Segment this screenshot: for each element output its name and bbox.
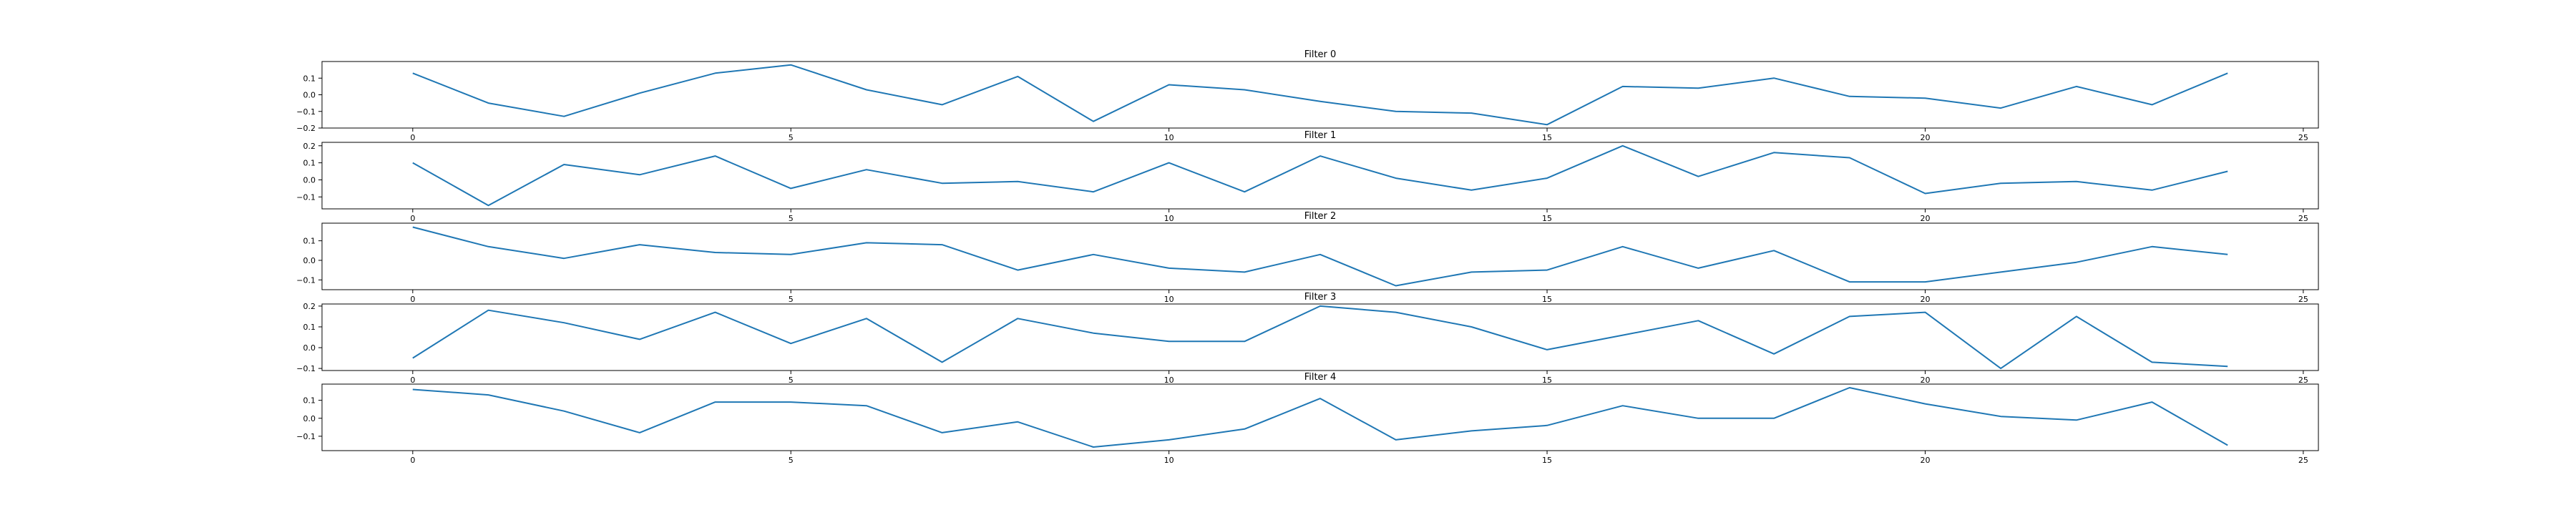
x-tick-label: 5 [789, 133, 794, 142]
x-tick-label: 20 [1920, 456, 1930, 465]
y-tick-label: −0.1 [296, 364, 316, 373]
x-tick-label: 15 [1542, 133, 1552, 142]
x-tick-label: 25 [2298, 295, 2308, 304]
subplot-title: Filter 4 [1304, 372, 1337, 383]
x-tick-label: 5 [789, 456, 794, 465]
x-tick-label: 25 [2298, 376, 2308, 385]
x-tick-label: 0 [410, 295, 415, 304]
axes-frame [321, 222, 2319, 290]
x-tick-label: 10 [1164, 214, 1174, 223]
y-tick-label: 0.0 [303, 256, 316, 265]
axes-frame [321, 61, 2319, 129]
x-tick-label: 10 [1164, 295, 1174, 304]
y-tick-label: 0.0 [303, 414, 316, 423]
y-tick-label: −0.1 [296, 107, 316, 117]
y-tick-label: −0.1 [296, 432, 316, 441]
x-tick-label: 0 [410, 456, 415, 465]
y-tick-label: −0.1 [296, 192, 316, 202]
x-tick-label: 10 [1164, 133, 1174, 142]
x-tick-label: 0 [410, 214, 415, 223]
x-tick-label: 25 [2298, 133, 2308, 142]
x-tick-label: 5 [789, 376, 794, 385]
x-tick-label: 15 [1542, 295, 1552, 304]
y-tick-label: 0.1 [303, 74, 316, 83]
axes-frame [321, 142, 2319, 210]
y-tick-label: 0.0 [303, 175, 316, 185]
axes-frame [321, 383, 2319, 451]
subplot-3: Filter 3 0 5 10 15 20 25 −0.1 0.0 0.1 0.2 [296, 292, 2319, 385]
y-tick-label: 0.1 [303, 323, 316, 332]
x-tick-label: 10 [1164, 376, 1174, 385]
subplot-0: Filter 0 0 5 10 15 20 25 −0.2 −0.1 0.0 0.1 [296, 49, 2319, 142]
x-tick-label: 20 [1920, 214, 1930, 223]
y-tick-label: 0.0 [303, 343, 316, 353]
subplot-title: Filter 2 [1304, 211, 1337, 222]
x-tick-label: 10 [1164, 456, 1174, 465]
y-tick-label: 0.0 [303, 91, 316, 100]
y-tick-label: −0.2 [296, 124, 316, 133]
y-tick-label: −0.1 [296, 275, 316, 285]
x-tick-label: 15 [1542, 376, 1552, 385]
x-tick-label: 20 [1920, 133, 1930, 142]
x-tick-label: 15 [1542, 214, 1552, 223]
series-line [412, 144, 2228, 207]
subplot-title: Filter 1 [1304, 130, 1337, 141]
x-tick-label: 0 [410, 133, 415, 142]
y-tick-label: 0.1 [303, 396, 316, 406]
y-tick-label: 0.1 [303, 237, 316, 246]
y-tick-label: 0.2 [303, 302, 316, 311]
x-tick-label: 5 [789, 295, 794, 304]
x-tick-label: 0 [410, 376, 415, 385]
subplot-title: Filter 0 [1304, 49, 1337, 60]
subplot-4: Filter 4 0 5 10 15 20 25 −0.1 0.0 0.1 [296, 372, 2319, 465]
series-line [412, 305, 2228, 370]
subplot-2: Filter 2 0 5 10 15 20 25 −0.1 0.0 0.1 [296, 211, 2319, 304]
y-tick-label: 0.1 [303, 159, 316, 168]
x-tick-label: 15 [1542, 456, 1552, 465]
axes-frame [321, 303, 2319, 371]
subplot-title: Filter 3 [1304, 292, 1337, 303]
x-tick-label: 20 [1920, 376, 1930, 385]
series-line [412, 64, 2228, 126]
x-tick-label: 25 [2298, 456, 2308, 465]
x-tick-label: 25 [2298, 214, 2308, 223]
series-line [412, 387, 2228, 448]
x-tick-label: 5 [789, 214, 794, 223]
y-tick-label: 0.2 [303, 142, 316, 151]
x-tick-label: 20 [1920, 295, 1930, 304]
series-line [412, 226, 2228, 287]
subplot-1: Filter 1 0 5 10 15 20 25 −0.1 0.0 0.1 0.2 [296, 130, 2319, 223]
